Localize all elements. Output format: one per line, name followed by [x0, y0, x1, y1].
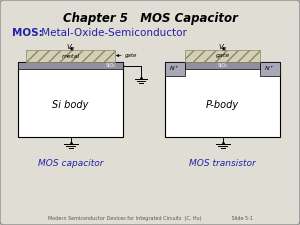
Bar [165, 62, 280, 137]
Text: Modern Semiconductor Devices for Integrated Circuits  (C. Hu)                   : Modern Semiconductor Devices for Integra… [47, 216, 253, 221]
Bar [260, 62, 280, 76]
Bar [165, 62, 185, 76]
Text: MOS:: MOS: [12, 28, 43, 38]
Bar [26, 50, 115, 62]
Text: Si body: Si body [52, 99, 89, 110]
Text: Chapter 5   MOS Capacitor: Chapter 5 MOS Capacitor [63, 12, 237, 25]
Bar [18, 62, 123, 137]
Text: metal: metal [61, 54, 80, 58]
Text: MOS transistor: MOS transistor [189, 159, 256, 168]
Text: $N^+$: $N^+$ [264, 65, 276, 73]
Text: P-body: P-body [206, 99, 239, 110]
Text: MOS capacitor: MOS capacitor [38, 159, 103, 168]
Text: SiO₂: SiO₂ [106, 63, 116, 68]
Text: Metal-Oxide-Semiconductor: Metal-Oxide-Semiconductor [38, 28, 187, 38]
Text: gate: gate [125, 52, 137, 58]
Text: gate: gate [215, 54, 230, 58]
Bar [185, 62, 260, 69]
Text: $V_g$: $V_g$ [218, 42, 227, 54]
Bar [185, 50, 260, 62]
Text: $V_g$: $V_g$ [66, 42, 75, 54]
Text: SiO₂: SiO₂ [218, 63, 228, 68]
Bar [18, 62, 123, 69]
Text: $N^+$: $N^+$ [169, 65, 181, 73]
